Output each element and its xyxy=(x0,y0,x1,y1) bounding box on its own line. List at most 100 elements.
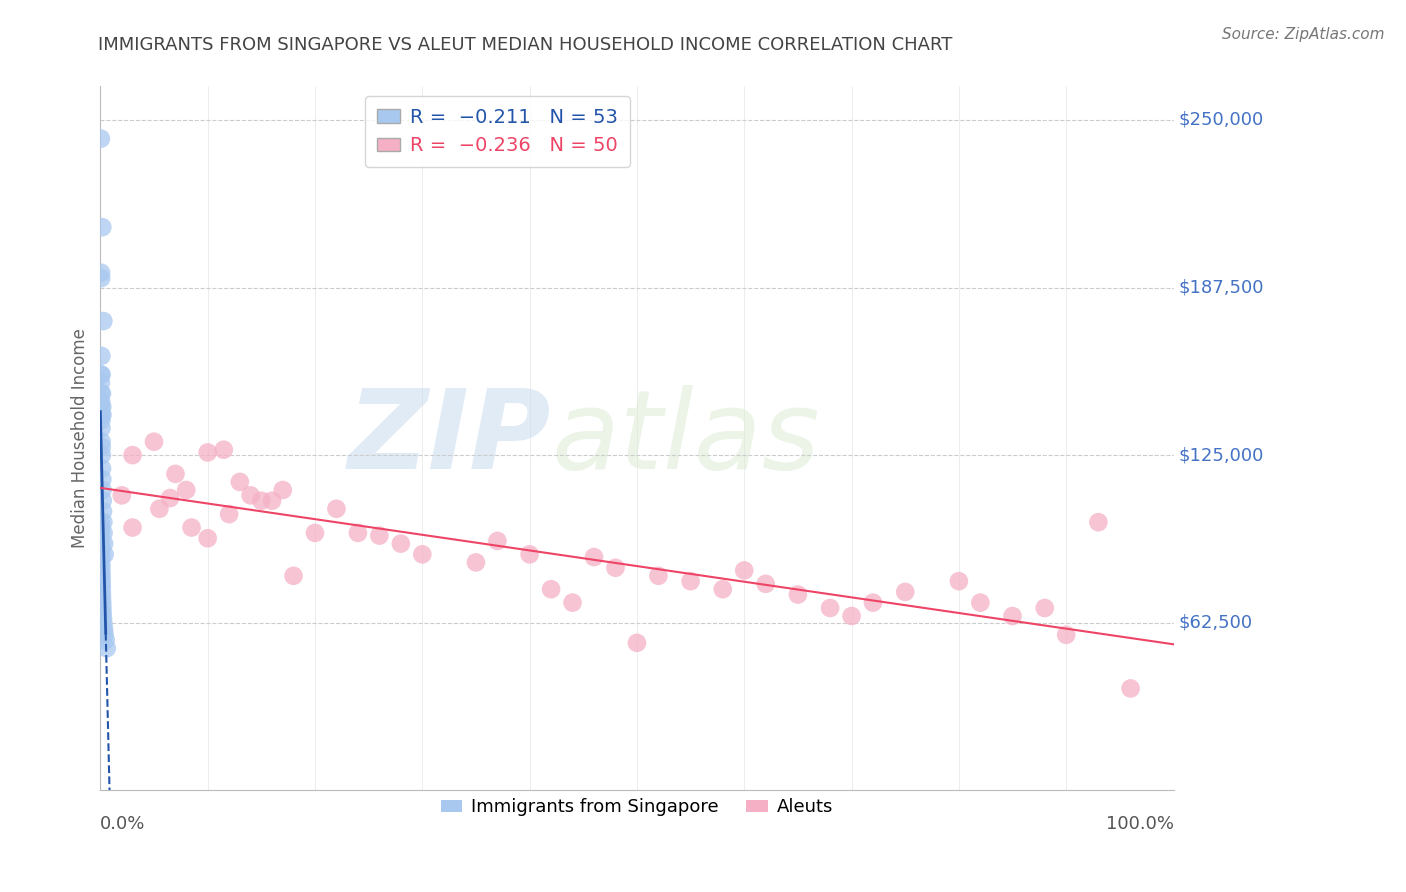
Point xyxy=(90,131,112,145)
Point xyxy=(90,421,112,435)
Point xyxy=(1087,515,1109,529)
Point xyxy=(368,528,391,542)
Point xyxy=(90,547,112,561)
Point xyxy=(121,520,143,534)
Point xyxy=(679,574,702,589)
Point xyxy=(229,475,252,489)
Text: Source: ZipAtlas.com: Source: ZipAtlas.com xyxy=(1222,27,1385,42)
Point xyxy=(90,440,112,454)
Point xyxy=(347,525,370,540)
Point xyxy=(90,525,112,540)
Point xyxy=(647,569,669,583)
Point xyxy=(212,442,235,457)
Point xyxy=(561,596,583,610)
Point xyxy=(90,376,112,390)
Point xyxy=(283,569,305,583)
Point xyxy=(711,582,734,597)
Point xyxy=(90,386,112,401)
Point xyxy=(90,515,112,529)
Point xyxy=(90,580,112,594)
Point xyxy=(1033,601,1056,615)
Point xyxy=(818,601,841,615)
Point xyxy=(1054,628,1077,642)
Point xyxy=(271,483,294,497)
Point xyxy=(90,394,112,409)
Point xyxy=(111,488,134,502)
Point xyxy=(93,623,115,637)
Point xyxy=(91,504,114,518)
Point xyxy=(90,558,112,572)
Point xyxy=(94,633,117,648)
Point xyxy=(91,472,114,486)
Text: $62,500: $62,500 xyxy=(1178,614,1253,632)
Point xyxy=(159,491,181,505)
Point xyxy=(1119,681,1142,696)
Point xyxy=(605,561,627,575)
Point xyxy=(93,515,115,529)
Point xyxy=(197,531,219,545)
Point xyxy=(91,408,114,422)
Point xyxy=(91,607,114,621)
Point xyxy=(325,501,347,516)
Point xyxy=(582,549,605,564)
Point xyxy=(174,483,197,497)
Point xyxy=(90,368,112,382)
Point xyxy=(260,493,283,508)
Point xyxy=(91,220,114,235)
Point xyxy=(90,541,112,556)
Point xyxy=(91,483,114,497)
Point xyxy=(91,386,114,401)
Point xyxy=(143,434,166,449)
Legend: Immigrants from Singapore, Aleuts: Immigrants from Singapore, Aleuts xyxy=(433,791,841,823)
Point xyxy=(969,596,991,610)
Point xyxy=(90,574,112,589)
Point xyxy=(91,400,114,414)
Point xyxy=(91,493,114,508)
Point xyxy=(90,569,112,583)
Point xyxy=(90,349,112,363)
Point xyxy=(90,552,112,566)
Point xyxy=(862,596,884,610)
Point xyxy=(90,400,112,414)
Point xyxy=(1001,609,1024,624)
Point xyxy=(733,564,755,578)
Point xyxy=(148,501,170,516)
Point xyxy=(96,641,118,656)
Text: IMMIGRANTS FROM SINGAPORE VS ALEUT MEDIAN HOUSEHOLD INCOME CORRELATION CHART: IMMIGRANTS FROM SINGAPORE VS ALEUT MEDIA… xyxy=(98,36,953,54)
Y-axis label: Median Household Income: Median Household Income xyxy=(72,328,89,549)
Point xyxy=(304,525,326,540)
Point xyxy=(90,434,112,449)
Point xyxy=(121,448,143,462)
Text: 100.0%: 100.0% xyxy=(1105,815,1174,833)
Point xyxy=(90,520,112,534)
Point xyxy=(239,488,262,502)
Point xyxy=(91,585,114,599)
Point xyxy=(165,467,187,481)
Text: $125,000: $125,000 xyxy=(1178,446,1264,464)
Point xyxy=(93,617,115,632)
Point xyxy=(93,536,115,550)
Point xyxy=(90,408,112,422)
Point xyxy=(90,271,112,285)
Point xyxy=(90,448,112,462)
Point xyxy=(787,588,810,602)
Point xyxy=(90,564,112,578)
Point xyxy=(465,555,488,569)
Point xyxy=(93,547,115,561)
Point xyxy=(180,520,202,534)
Point xyxy=(90,536,112,550)
Point xyxy=(894,585,917,599)
Point xyxy=(218,507,240,521)
Point xyxy=(755,577,778,591)
Point xyxy=(626,636,648,650)
Point xyxy=(93,314,115,328)
Point xyxy=(93,628,115,642)
Text: $187,500: $187,500 xyxy=(1178,278,1264,296)
Point xyxy=(90,413,112,427)
Point xyxy=(91,612,114,626)
Point xyxy=(411,547,433,561)
Point xyxy=(90,368,112,382)
Text: atlas: atlas xyxy=(551,384,820,491)
Point xyxy=(540,582,562,597)
Point xyxy=(91,596,114,610)
